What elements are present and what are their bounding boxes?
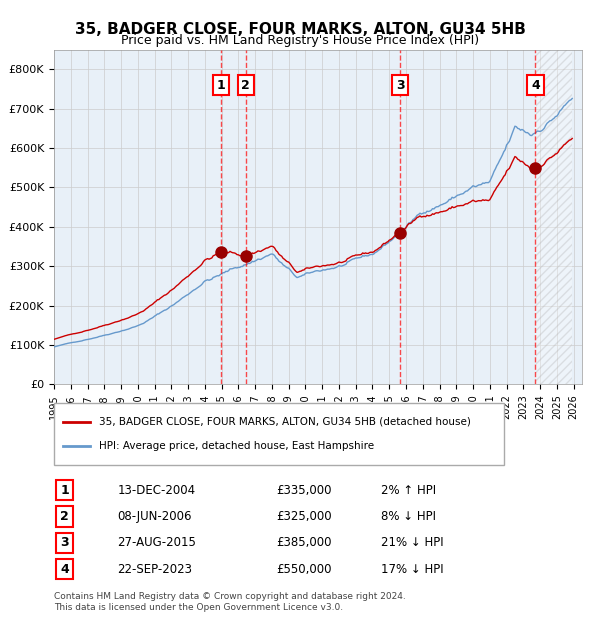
Text: 2: 2 (60, 510, 69, 523)
Text: 8% ↓ HPI: 8% ↓ HPI (382, 510, 436, 523)
Text: 13-DEC-2004: 13-DEC-2004 (118, 484, 196, 497)
Text: £550,000: £550,000 (276, 563, 331, 576)
Text: 35, BADGER CLOSE, FOUR MARKS, ALTON, GU34 5HB: 35, BADGER CLOSE, FOUR MARKS, ALTON, GU3… (74, 22, 526, 37)
Text: £385,000: £385,000 (276, 536, 331, 549)
Text: 17% ↓ HPI: 17% ↓ HPI (382, 563, 444, 576)
Text: £335,000: £335,000 (276, 484, 331, 497)
Text: 3: 3 (60, 536, 69, 549)
Text: HPI: Average price, detached house, East Hampshire: HPI: Average price, detached house, East… (99, 441, 374, 451)
Text: 22-SEP-2023: 22-SEP-2023 (118, 563, 193, 576)
Text: 3: 3 (396, 79, 404, 92)
FancyBboxPatch shape (54, 403, 504, 465)
Text: £325,000: £325,000 (276, 510, 331, 523)
Text: 35, BADGER CLOSE, FOUR MARKS, ALTON, GU34 5HB (detached house): 35, BADGER CLOSE, FOUR MARKS, ALTON, GU3… (99, 417, 471, 427)
Text: 08-JUN-2006: 08-JUN-2006 (118, 510, 192, 523)
Text: 27-AUG-2015: 27-AUG-2015 (118, 536, 196, 549)
Text: 1: 1 (60, 484, 69, 497)
Text: Price paid vs. HM Land Registry's House Price Index (HPI): Price paid vs. HM Land Registry's House … (121, 34, 479, 47)
Text: 4: 4 (531, 79, 540, 92)
Text: Contains HM Land Registry data © Crown copyright and database right 2024.
This d: Contains HM Land Registry data © Crown c… (54, 592, 406, 611)
Text: 2: 2 (241, 79, 250, 92)
Text: 1: 1 (217, 79, 225, 92)
Text: 21% ↓ HPI: 21% ↓ HPI (382, 536, 444, 549)
Text: 4: 4 (60, 563, 69, 576)
Text: 2% ↑ HPI: 2% ↑ HPI (382, 484, 436, 497)
